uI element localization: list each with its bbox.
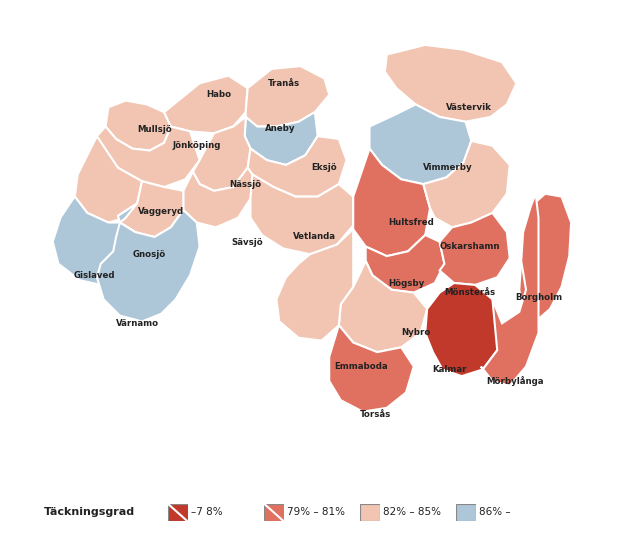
Text: Vetlanda: Vetlanda [293, 233, 337, 242]
Polygon shape [248, 136, 347, 197]
Text: 79% – 81%: 79% – 81% [287, 507, 345, 517]
Text: Sävsjö: Sävsjö [232, 238, 263, 247]
Text: Nybro: Nybro [401, 329, 430, 337]
Polygon shape [97, 126, 199, 187]
Polygon shape [246, 66, 329, 126]
Text: Eksjö: Eksjö [312, 163, 337, 172]
Polygon shape [366, 235, 445, 293]
Text: Mönsterås: Mönsterås [444, 288, 495, 297]
Polygon shape [164, 76, 248, 134]
Polygon shape [481, 194, 538, 386]
Polygon shape [250, 175, 353, 254]
Polygon shape [183, 168, 252, 227]
Text: Vimmerby: Vimmerby [424, 163, 473, 172]
Text: Gislaved: Gislaved [73, 271, 115, 280]
Polygon shape [53, 197, 135, 285]
Text: Gnosjö: Gnosjö [133, 250, 166, 259]
Polygon shape [519, 194, 571, 321]
Text: Emmaboda: Emmaboda [334, 362, 388, 371]
Text: Vaggeryd: Vaggeryd [138, 207, 184, 216]
Polygon shape [329, 325, 414, 412]
Polygon shape [425, 283, 502, 376]
Polygon shape [385, 45, 517, 122]
Text: Oskarshamn: Oskarshamn [439, 242, 500, 251]
Polygon shape [440, 213, 510, 285]
Text: –7 8%: –7 8% [191, 507, 222, 517]
Text: Habo: Habo [206, 90, 232, 99]
Polygon shape [118, 181, 183, 237]
Text: Nässjö: Nässjö [230, 179, 262, 188]
Polygon shape [193, 117, 250, 191]
Polygon shape [353, 148, 430, 256]
Polygon shape [97, 203, 199, 321]
Polygon shape [245, 112, 318, 165]
Text: Borgholm: Borgholm [515, 293, 562, 302]
Text: Torsås: Torsås [360, 410, 391, 419]
Text: Täckningsgrad: Täckningsgrad [43, 507, 135, 517]
Text: Jönköping: Jönköping [173, 141, 221, 150]
Polygon shape [106, 101, 171, 151]
Text: Högsby: Högsby [388, 279, 424, 288]
Text: Kalmar: Kalmar [432, 365, 466, 374]
Polygon shape [75, 136, 142, 223]
Text: 86% –: 86% – [479, 507, 511, 517]
Polygon shape [369, 105, 471, 184]
Text: 82% – 85%: 82% – 85% [383, 507, 441, 517]
Polygon shape [424, 141, 510, 227]
Text: Hultsfred: Hultsfred [388, 218, 433, 227]
Text: Värnamo: Värnamo [116, 319, 159, 328]
Polygon shape [276, 229, 353, 341]
Text: Aneby: Aneby [265, 124, 296, 133]
Polygon shape [339, 261, 427, 352]
Text: Tranås: Tranås [268, 79, 300, 88]
Text: Mörbylånga: Mörbylånga [487, 376, 544, 386]
Text: Västervik: Västervik [446, 103, 492, 112]
Text: Mullsjö: Mullsjö [137, 125, 172, 134]
